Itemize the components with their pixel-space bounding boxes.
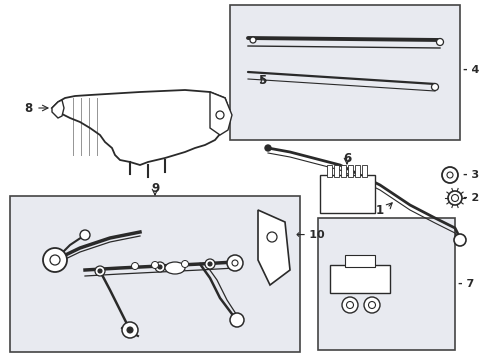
Circle shape xyxy=(50,255,60,265)
Bar xyxy=(348,165,353,177)
Circle shape xyxy=(205,259,215,269)
Bar xyxy=(318,218,455,350)
Circle shape xyxy=(151,261,158,269)
Bar xyxy=(334,165,339,177)
Circle shape xyxy=(346,302,353,309)
Circle shape xyxy=(127,327,133,333)
Circle shape xyxy=(451,194,459,202)
Circle shape xyxy=(208,262,212,266)
Bar xyxy=(320,175,375,213)
Circle shape xyxy=(95,266,105,276)
Circle shape xyxy=(216,111,224,119)
Circle shape xyxy=(454,234,466,246)
Bar xyxy=(330,265,390,293)
Bar xyxy=(341,165,346,177)
Text: 9: 9 xyxy=(151,181,159,194)
Circle shape xyxy=(442,167,458,183)
Circle shape xyxy=(342,297,358,313)
Bar xyxy=(10,196,300,352)
Circle shape xyxy=(98,269,102,273)
Polygon shape xyxy=(52,90,230,165)
Circle shape xyxy=(437,39,443,45)
Circle shape xyxy=(122,322,138,338)
Bar xyxy=(362,165,367,177)
Bar xyxy=(327,165,332,177)
Circle shape xyxy=(80,230,90,240)
Text: 8: 8 xyxy=(24,102,32,114)
Circle shape xyxy=(447,172,453,178)
Circle shape xyxy=(250,37,256,43)
Text: - 3: - 3 xyxy=(463,170,479,180)
Circle shape xyxy=(131,262,139,270)
Bar xyxy=(230,5,460,140)
Polygon shape xyxy=(210,92,232,135)
Bar xyxy=(355,165,360,177)
Circle shape xyxy=(181,261,189,267)
Circle shape xyxy=(230,313,244,327)
Polygon shape xyxy=(52,100,64,118)
Circle shape xyxy=(158,265,162,269)
Circle shape xyxy=(432,84,439,90)
Circle shape xyxy=(364,297,380,313)
Circle shape xyxy=(448,191,462,205)
Circle shape xyxy=(265,145,271,151)
Circle shape xyxy=(232,260,238,266)
Text: ← 10: ← 10 xyxy=(296,230,324,240)
Text: - 2: - 2 xyxy=(463,193,479,203)
Circle shape xyxy=(155,262,165,272)
Bar xyxy=(345,255,375,267)
Text: - 4: - 4 xyxy=(463,65,479,75)
Text: 6: 6 xyxy=(343,152,351,165)
Circle shape xyxy=(368,302,375,309)
Text: - 7: - 7 xyxy=(458,279,474,289)
Text: 1: 1 xyxy=(376,203,384,216)
Circle shape xyxy=(43,248,67,272)
Circle shape xyxy=(267,232,277,242)
Ellipse shape xyxy=(165,262,185,274)
Polygon shape xyxy=(258,210,290,285)
Circle shape xyxy=(227,255,243,271)
Text: 5: 5 xyxy=(258,73,266,86)
